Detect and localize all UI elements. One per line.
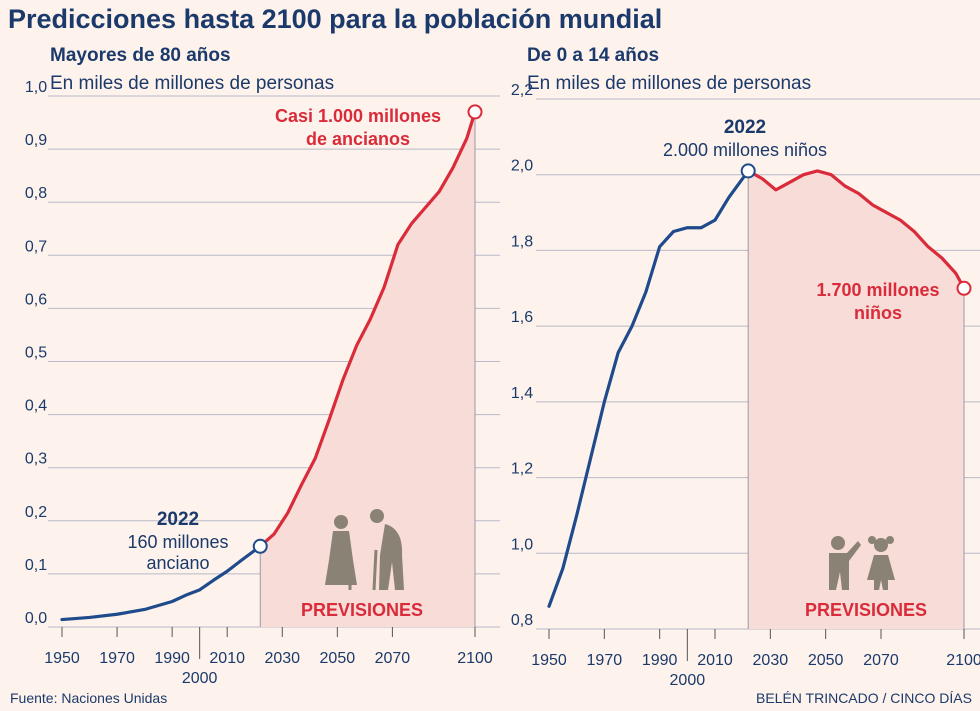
girl-pigtail-icon — [868, 536, 876, 544]
left-xtick-label-2000: 2000 — [182, 670, 218, 687]
left-annotation-end-2: de ancianos — [306, 129, 410, 149]
left-ytick-label: 1,0 — [25, 79, 47, 96]
source-note: Fuente: Naciones Unidas — [10, 690, 168, 706]
right-xtick-label: 1970 — [587, 652, 623, 669]
left-xtick-label: 1950 — [44, 650, 80, 667]
left-annotation-year: 2022 — [157, 509, 199, 530]
left-annotation-end-1: Casi 1.000 millones — [275, 106, 441, 126]
right-ytick-label: 2,0 — [511, 158, 533, 175]
right-xtick-label: 1950 — [531, 652, 567, 669]
page-title: Predicciones hasta 2100 para la població… — [8, 4, 663, 34]
girl-pigtail-icon — [886, 536, 894, 544]
girl-body-icon — [867, 555, 895, 590]
left-forecast-label: PREVISIONES — [301, 600, 423, 620]
left-annotation-start-1: 160 millones — [127, 532, 228, 552]
boy-body-icon — [829, 541, 861, 590]
right-ytick-label: 0,8 — [511, 612, 533, 629]
right-ytick-label: 1,0 — [511, 536, 533, 553]
elderly-man-icon — [370, 509, 384, 523]
right-ytick-label: 1,8 — [511, 233, 533, 250]
right-xtick-label: 2070 — [863, 652, 899, 669]
left-ytick-label: 0,9 — [25, 132, 47, 149]
left-series-forecast — [258, 110, 477, 548]
right-series-forecast — [746, 169, 966, 290]
left-series-historic — [60, 544, 262, 622]
left-forecast-area — [260, 111, 475, 628]
left-ytick-label: 0,6 — [25, 291, 47, 308]
left-xtick-label: 2100 — [457, 650, 493, 667]
left-ytick-label: 0,4 — [25, 398, 47, 415]
right-ytick-label: 1,2 — [511, 461, 533, 478]
right-series-historic — [547, 169, 750, 608]
right-xtick-label-2000: 2000 — [670, 672, 706, 689]
left-xtick-label: 2030 — [264, 650, 300, 667]
right-chart-title: De 0 a 14 años — [527, 45, 660, 66]
left-ytick-label: 0,2 — [25, 504, 47, 521]
right-annotation-year: 2022 — [724, 117, 766, 138]
right-annotation-end-1: 1.700 millones — [816, 280, 939, 300]
left-xtick-label: 2070 — [375, 650, 411, 667]
right-xtick-label: 1990 — [642, 652, 678, 669]
left-xtick-label: 1990 — [154, 650, 190, 667]
left-point-2100 — [467, 104, 483, 120]
right-chart-subtitle: En miles de millones de personas — [527, 73, 812, 94]
left-chart-title: Mayores de 80 años — [50, 45, 231, 66]
cane-icon — [372, 549, 378, 591]
right-forecast-label: PREVISIONES — [805, 600, 927, 620]
left-xtick-label: 2010 — [209, 650, 245, 667]
right-point-2022 — [740, 163, 756, 179]
right-annotation-start-1: 2.000 millones niños — [663, 140, 827, 160]
right-xtick-label: 2030 — [753, 652, 789, 669]
left-ytick-label: 0,8 — [25, 185, 47, 202]
right-xtick-label: 2100 — [946, 652, 980, 669]
right-point-2100 — [956, 280, 972, 296]
left-ytick-label: 0,0 — [25, 610, 47, 627]
right-xtick-label: 2010 — [697, 652, 733, 669]
elderly-woman-icon — [334, 515, 348, 529]
left-ytick-label: 0,7 — [25, 238, 47, 255]
left-chart-subtitle: En miles de millones de personas — [50, 73, 335, 94]
left-annotation-start-2: anciano — [146, 553, 209, 573]
left-ytick-label: 0,5 — [25, 345, 47, 362]
girl-icon — [874, 538, 888, 552]
right-ytick-label: 1,6 — [511, 309, 533, 326]
right-xtick-label: 2050 — [808, 652, 844, 669]
right-forecast-area — [748, 170, 964, 629]
left-xtick-label: 2050 — [320, 650, 356, 667]
right-ytick-label: 1,4 — [511, 385, 533, 402]
left-ytick-label: 0,3 — [25, 451, 47, 468]
left-xtick-label: 1970 — [99, 650, 135, 667]
right-ytick-label: 2,2 — [511, 82, 533, 99]
elderly-man-body-icon — [379, 524, 404, 590]
left-ytick-label: 0,1 — [25, 557, 47, 574]
right-annotation-end-2: niños — [854, 303, 902, 323]
left-point-2022 — [252, 538, 268, 554]
credit-note: BELÉN TRINCADO / CINCO DÍAS — [755, 690, 972, 706]
boy-icon — [831, 536, 845, 550]
